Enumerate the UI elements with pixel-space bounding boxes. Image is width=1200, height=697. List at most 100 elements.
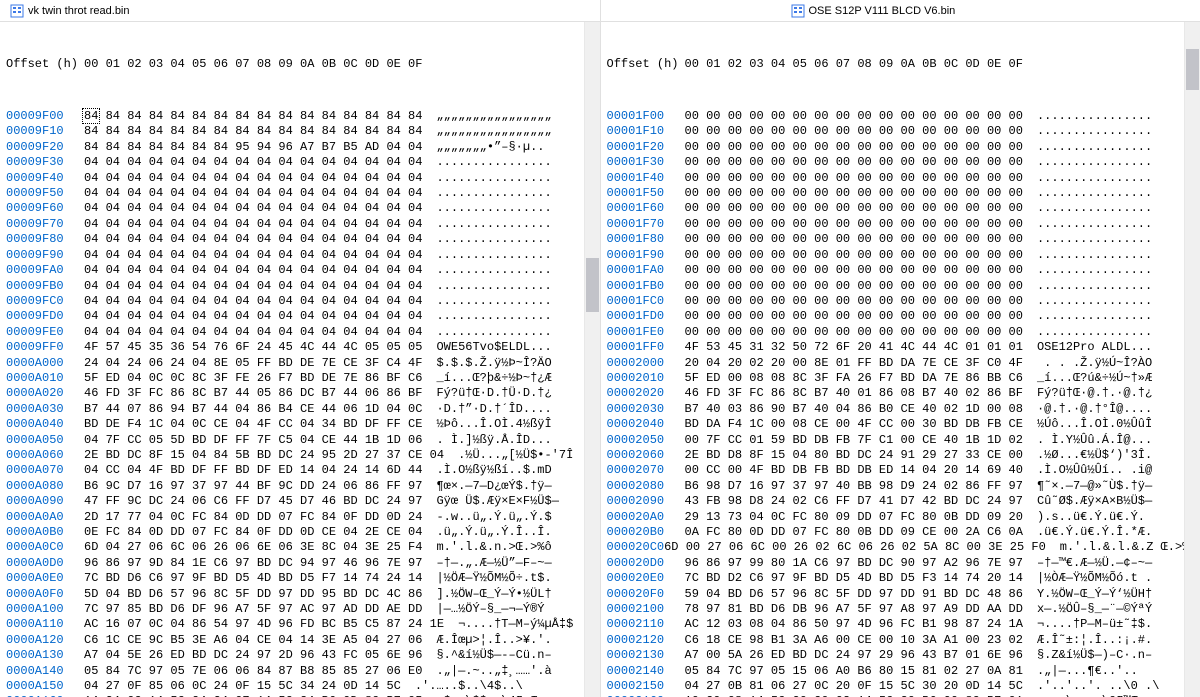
hex-row[interactable]: 0000205000 7F CC 01 59 BD DB FB 7F C1 00…	[607, 433, 1195, 448]
bytes-cell[interactable]: 7C BD D2 C6 97 9F BD D5 4D BD D5 F3 14 7…	[685, 571, 1023, 586]
hex-row[interactable]: 00009F3004 04 04 04 04 04 04 04 04 04 04…	[6, 155, 594, 170]
hex-row[interactable]: 0000A1007C 97 85 BD D6 DF 96 A7 5F 97 AC…	[6, 602, 594, 617]
ascii-cell[interactable]: .½Ü...„[½Ü$•-'7Î	[458, 448, 573, 463]
hex-row[interactable]: 000020D096 86 97 99 80 1A C6 97 BD DC 90…	[607, 556, 1195, 571]
offset-cell[interactable]: 00001F70	[607, 217, 685, 232]
offset-cell[interactable]: 0000A000	[6, 356, 84, 371]
bytes-cell[interactable]: 29 13 73 04 0C FC 80 09 DD 07 FC 80 0B D…	[685, 510, 1023, 525]
ascii-cell[interactable]: .„|—...¶€..'..	[1037, 664, 1138, 679]
offset-cell[interactable]: 00009FD0	[6, 309, 84, 324]
offset-cell[interactable]: 00009F80	[6, 232, 84, 247]
offset-cell[interactable]: 0000A0F0	[6, 587, 84, 602]
ascii-cell[interactable]: ................	[1037, 263, 1152, 278]
hex-row[interactable]: 000020E07C BD D2 C6 97 9F BD D5 4D BD D5…	[607, 571, 1195, 586]
offset-cell[interactable]: 00002150	[607, 679, 685, 694]
offset-cell[interactable]: 00009F50	[6, 186, 84, 201]
ascii-cell[interactable]: OSE12Pro ALDL...	[1037, 340, 1152, 355]
bytes-cell[interactable]: B6 9C D7 16 97 37 97 44 BF 9C DD 24 06 8…	[84, 479, 422, 494]
ascii-cell[interactable]: ................	[1037, 124, 1152, 139]
bytes-cell[interactable]: 04 04 04 04 04 04 04 04 04 04 04 04 04 0…	[84, 325, 422, 340]
hex-row[interactable]: 00001F1000 00 00 00 00 00 00 00 00 00 00…	[607, 124, 1195, 139]
bytes-cell[interactable]: B7 44 07 86 94 B7 44 04 86 B4 CE 44 06 1…	[84, 402, 422, 417]
offset-cell[interactable]: 00002030	[607, 402, 685, 417]
offset-cell[interactable]: 000020D0	[607, 556, 685, 571]
hex-row[interactable]: 00001F9000 00 00 00 00 00 00 00 00 00 00…	[607, 248, 1195, 263]
hex-row[interactable]: 00001F8000 00 00 00 00 00 00 00 00 00 00…	[607, 232, 1195, 247]
bytes-cell[interactable]: 05 84 7C 97 05 15 06 A0 B6 80 15 81 02 2…	[685, 664, 1023, 679]
hex-row[interactable]: 00002030B7 40 03 86 90 B7 40 04 86 B0 CE…	[607, 402, 1195, 417]
hex-row[interactable]: 00001F0000 00 00 00 00 00 00 00 00 00 00…	[607, 109, 1195, 124]
hex-row[interactable]: 0000A00024 04 24 06 24 04 8E 05 FF BD DE…	[6, 356, 594, 371]
hex-row[interactable]: 00001F3000 00 00 00 00 00 00 00 00 00 00…	[607, 155, 1195, 170]
offset-cell[interactable]: 00002070	[607, 463, 685, 478]
bytes-cell[interactable]: 00 7F CC 01 59 BD DB FB 7F C1 00 CE 40 1…	[685, 433, 1023, 448]
ascii-cell[interactable]: ................	[1037, 140, 1152, 155]
hex-row[interactable]: 0000A0A02D 17 77 04 0C FC 84 0D DD 07 FC…	[6, 510, 594, 525]
bytes-cell[interactable]: 5F ED 00 08 08 8C 3F FA 26 F7 BD DA 7E 8…	[685, 371, 1023, 386]
hex-row[interactable]: 00001F5000 00 00 00 00 00 00 00 00 00 00…	[607, 186, 1195, 201]
ascii-cell[interactable]: _í...Œ?þ&÷½Þ~†¿Æ	[436, 371, 551, 386]
offset-cell[interactable]: 00009F20	[6, 140, 84, 155]
hex-row[interactable]: 00002040BD DA F4 1C 00 08 CE 00 4F CC 00…	[607, 417, 1195, 432]
bytes-cell[interactable]: 04 04 04 04 04 04 04 04 04 04 04 04 04 0…	[84, 201, 422, 216]
bytes-cell[interactable]: 7C 97 85 BD D6 DF 96 A7 5F 97 AC 97 AD D…	[84, 602, 422, 617]
offset-cell[interactable]: 000020A0	[607, 510, 685, 525]
bytes-cell[interactable]: 78 97 81 BD D6 DB 96 A7 5F 97 A8 97 A9 D…	[685, 602, 1023, 617]
hex-row[interactable]: 00009FE004 04 04 04 04 04 04 04 04 04 04…	[6, 325, 594, 340]
ascii-cell[interactable]: Cû˜Ø$.Æÿ×A×B½Ü$—	[1037, 494, 1152, 509]
left-scroll-thumb[interactable]	[586, 258, 599, 312]
ascii-cell[interactable]: ................	[436, 263, 551, 278]
bytes-cell[interactable]: B6 98 D7 16 97 37 97 40 BB 98 D9 24 02 8…	[685, 479, 1023, 494]
offset-cell[interactable]: 0000A050	[6, 433, 84, 448]
ascii-cell[interactable]: $.$.$.Ž.ÿ½Þ~Î?ÄO	[436, 356, 551, 371]
bytes-cell[interactable]: 46 FD 3F FC 86 8C B7 40 01 86 08 B7 40 0…	[685, 386, 1023, 401]
bytes-cell[interactable]: 04 04 04 04 04 04 04 04 04 04 04 04 04 0…	[84, 263, 422, 278]
bytes-cell[interactable]: 04 CC 04 4F BD DF FF BD DF ED 14 04 24 1…	[84, 463, 422, 478]
ascii-cell[interactable]: ................	[1037, 201, 1152, 216]
offset-cell[interactable]: 00001FA0	[607, 263, 685, 278]
offset-cell[interactable]: 00002060	[607, 448, 685, 463]
bytes-cell[interactable]: 00 00 00 00 00 00 00 00 00 00 00 00 00 0…	[685, 155, 1023, 170]
offset-cell[interactable]: 00002120	[607, 633, 685, 648]
offset-cell[interactable]: 00009FF0	[6, 340, 84, 355]
offset-cell[interactable]: 00001F60	[607, 201, 685, 216]
bytes-cell[interactable]: 00 00 00 00 00 00 00 00 00 00 00 00 00 0…	[685, 232, 1023, 247]
hex-row[interactable]: 0000200020 04 20 02 20 00 8E 01 FF BD DA…	[607, 356, 1195, 371]
offset-cell[interactable]: 000020E0	[607, 571, 685, 586]
bytes-cell[interactable]: 00 00 00 00 00 00 00 00 00 00 00 00 00 0…	[685, 279, 1023, 294]
offset-cell[interactable]: 0000A040	[6, 417, 84, 432]
ascii-cell[interactable]: ¶œ×.—7—D¿œÝ$.†ÿ—	[436, 479, 551, 494]
ascii-cell[interactable]: |—…½ÖÝ–§_—¬—­Ý®Ý	[436, 602, 544, 617]
offset-cell[interactable]: 00001F80	[607, 232, 685, 247]
bytes-cell[interactable]: 84 84 84 84 84 84 84 84 84 84 84 84 84 8…	[84, 124, 422, 139]
ascii-cell[interactable]: ................	[1037, 171, 1152, 186]
hex-row[interactable]: 00001F4000 00 00 00 00 00 00 00 00 00 00…	[607, 171, 1195, 186]
bytes-cell[interactable]: 00 00 00 00 00 00 00 00 00 00 00 00 00 0…	[685, 294, 1023, 309]
offset-cell[interactable]: 000020B0	[607, 525, 685, 540]
hex-row[interactable]: 0000209043 FB 98 D8 24 02 C6 FF D7 41 D7…	[607, 494, 1195, 509]
hex-row[interactable]: 00001FD000 00 00 00 00 00 00 00 00 00 00…	[607, 309, 1195, 324]
offset-cell[interactable]: 0000A120	[6, 633, 84, 648]
offset-cell[interactable]: 00001F90	[607, 248, 685, 263]
hex-row[interactable]: 0000A0E07C BD D6 C6 97 9F BD D5 4D BD D5…	[6, 571, 594, 586]
bytes-cell[interactable]: C6 1C CE 9C B5 3E A6 04 CE 04 14 3E A5 0…	[84, 633, 422, 648]
offset-cell[interactable]: 00001FF0	[607, 340, 685, 355]
offset-cell[interactable]: 0000A0A0	[6, 510, 84, 525]
hex-row[interactable]: 000020C06D 00 27 06 6C 00 26 02 6C 06 26…	[607, 540, 1195, 555]
hex-row[interactable]: 0000207000 CC 00 4F BD DB FB BD DB ED 14…	[607, 463, 1195, 478]
bytes-cell[interactable]: 2D 17 77 04 0C FC 84 0D DD 07 FC 84 0F D…	[84, 510, 422, 525]
hex-row[interactable]: 000020105F ED 00 08 08 8C 3F FA 26 F7 BD…	[607, 371, 1195, 386]
ascii-cell[interactable]: –†—.„.Æ—½Ü”—F–~—	[436, 556, 551, 571]
offset-cell[interactable]: 00001F00	[607, 109, 685, 124]
hex-row[interactable]: 00009F9004 04 04 04 04 04 04 04 04 04 04…	[6, 248, 594, 263]
ascii-cell[interactable]: ¶˜×.—7—@»˜Ù$.†ÿ—	[1037, 479, 1152, 494]
hex-row[interactable]: 00009F0084 84 84 84 84 84 84 84 84 84 84…	[6, 109, 594, 124]
hex-row[interactable]: 0000A0F05D 04 BD D6 57 96 8C 5F DD 97 DD…	[6, 587, 594, 602]
bytes-cell[interactable]: 00 00 00 00 00 00 00 00 00 00 00 00 00 0…	[685, 140, 1023, 155]
ascii-cell[interactable]: .ü„.Ý.ü„.Ý.Î..Î.	[436, 525, 551, 540]
hex-row[interactable]: 0000A05004 7F CC 05 5D BD DF FF 7F C5 04…	[6, 433, 594, 448]
offset-cell[interactable]: 000020F0	[607, 587, 685, 602]
left-hex-area[interactable]: Offset (h) 00 01 02 03 04 05 06 07 08 09…	[0, 22, 600, 697]
offset-cell[interactable]: 00002050	[607, 433, 685, 448]
ascii-cell[interactable]: ................	[436, 171, 551, 186]
